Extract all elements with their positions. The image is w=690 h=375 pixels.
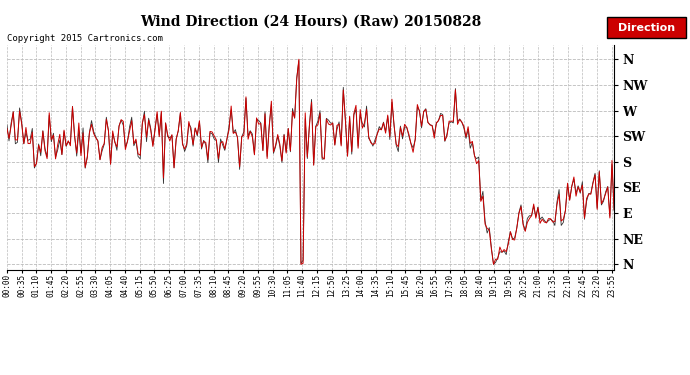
- Text: Copyright 2015 Cartronics.com: Copyright 2015 Cartronics.com: [7, 34, 163, 43]
- Text: Wind Direction (24 Hours) (Raw) 20150828: Wind Direction (24 Hours) (Raw) 20150828: [140, 15, 481, 29]
- Text: Direction: Direction: [618, 23, 675, 33]
